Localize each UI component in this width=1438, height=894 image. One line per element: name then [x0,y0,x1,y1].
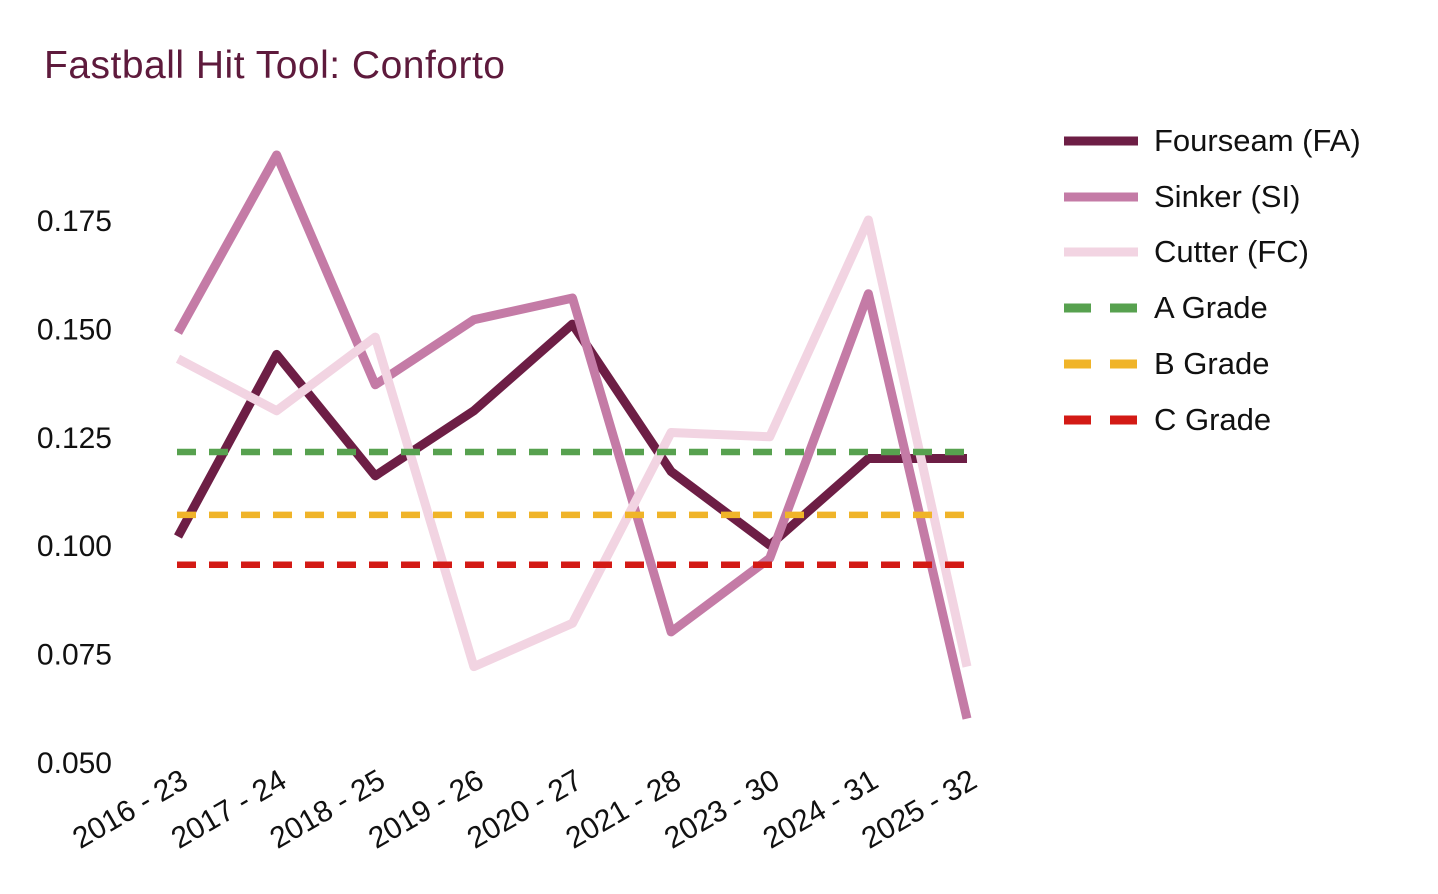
y-tick-label: 0.150 [37,313,112,346]
legend-swatch-fourseam-fa-line [1064,136,1138,146]
legend-swatch-cutter-fc-line [1064,247,1138,257]
legend-label: A Grade [1154,290,1268,326]
legend-swatch-a-grade-dashed-line [1064,303,1138,313]
legend-item-c-grade[interactable]: C Grade [1063,392,1361,448]
series-line-fourseam-fa [174,319,967,550]
legend-item-a-grade[interactable]: A Grade [1063,280,1361,336]
legend-item-sinker-si[interactable]: Sinker (SI) [1063,169,1361,225]
legend-label: B Grade [1154,346,1270,382]
legend-item-b-grade[interactable]: B Grade [1063,336,1361,392]
y-tick-label: 0.125 [37,422,112,455]
y-tick-label: 0.075 [37,639,112,672]
legend-label: Fourseam (FA) [1154,122,1361,158]
chart-title: Fastball Hit Tool: Conforto [44,44,506,87]
legend-item-fourseam-fa[interactable]: Fourseam (FA) [1063,113,1361,169]
y-tick-label: 0.050 [37,747,112,780]
y-tick-label: 0.175 [37,205,112,238]
series-line-sinker-si [174,150,972,720]
legend-swatch-sinker-si-line [1064,192,1138,202]
legend-item-cutter-fc[interactable]: Cutter (FC) [1063,225,1361,281]
legend-label: Cutter (FC) [1154,234,1309,270]
legend-swatch-c-grade-dashed-line [1064,415,1138,425]
series-line-cutter-fc [175,215,972,672]
legend-label: C Grade [1154,401,1272,437]
y-tick-label: 0.100 [37,530,112,563]
legend-label: Sinker (SI) [1154,178,1301,214]
legend-swatch-b-grade-dashed-line [1064,359,1138,369]
chart-legend: Fourseam (FA) Sinker (SI) Cutter (FC) A Gra… [1063,113,1361,448]
